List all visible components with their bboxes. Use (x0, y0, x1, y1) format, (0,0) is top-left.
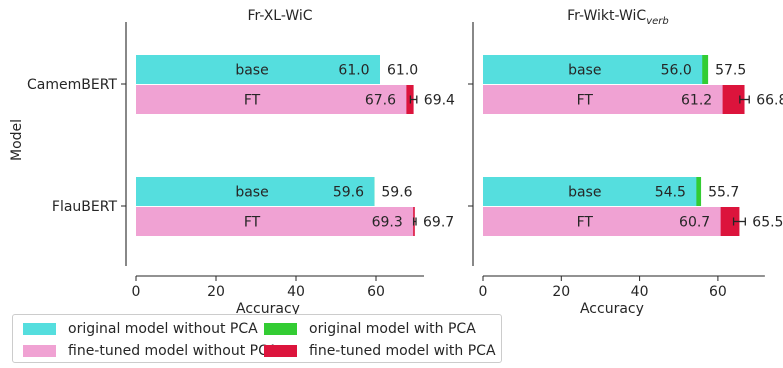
chart-title-text: Fr-Wikt-WiC (567, 8, 646, 24)
bar-value-with-pca: 57.5 (715, 63, 746, 79)
y-axis-label: Model (9, 119, 25, 161)
y-tick-label: CamemBERT (27, 77, 117, 93)
x-tick-label: 20 (207, 284, 225, 300)
bar-series-label: base (568, 185, 601, 201)
bar-value-with-pca: 61.0 (387, 63, 418, 79)
x-axis-label: Accuracy (580, 301, 644, 317)
bar-series-label: FT (577, 215, 594, 231)
chart-panel-fr-xl-wic: Fr-XL-WiC 0 20 40 60 Accuracy CamemBERT FlauBER… (27, 8, 455, 317)
x-tick-label: 20 (552, 284, 570, 300)
bar-value-without-pca: 59.6 (333, 185, 364, 201)
bar-series-label: FT (244, 215, 261, 231)
bar-without-pca (136, 207, 414, 236)
bar-value-without-pca: 54.5 (655, 185, 686, 201)
x-tick-label: 60 (709, 284, 727, 300)
chart-title-text: Fr-XL-WiC (247, 8, 312, 24)
legend-label: fine-tuned model without PCA (68, 343, 278, 359)
bar-value-with-pca: 69.7 (423, 215, 454, 231)
bar-series-label: base (235, 185, 268, 201)
bar-value-with-pca: 65.5 (752, 215, 783, 231)
bar-value-without-pca: 60.7 (679, 215, 710, 231)
bar-without-pca (136, 85, 407, 114)
bar-without-pca (483, 55, 703, 84)
bar-value-without-pca: 61.2 (681, 93, 712, 109)
x-tick-label: 40 (631, 284, 649, 300)
x-tick-label: 40 (287, 284, 305, 300)
y-tick-label: FlauBERT (52, 199, 118, 215)
bar-value-with-pca: 69.4 (424, 93, 455, 109)
bar-value-with-pca: 55.7 (708, 185, 739, 201)
bar-value-without-pca: 56.0 (661, 63, 692, 79)
bar-without-pca (136, 177, 375, 206)
legend-label: original model without PCA (68, 321, 258, 337)
chart-title-subscript: verb (646, 16, 669, 27)
bar-without-pca (483, 177, 697, 206)
x-tick-label: 0 (132, 284, 141, 300)
bar-series-label: FT (244, 93, 261, 109)
chart-title: Fr-XL-WiC (247, 8, 312, 24)
x-axis-label: Accuracy (236, 301, 300, 317)
bar-value-without-pca: 69.3 (372, 215, 403, 231)
bar-value-with-pca: 59.6 (381, 185, 412, 201)
bar-value-without-pca: 67.6 (365, 93, 396, 109)
legend-item-original-without-pca: original model without PCA (23, 321, 258, 337)
x-tick-label: 0 (479, 284, 488, 300)
legend-swatch (23, 345, 56, 357)
legend-item-finetuned-without-pca: fine-tuned model without PCA (23, 343, 277, 359)
bar-series-label: FT (577, 93, 594, 109)
legend-swatch (264, 323, 297, 335)
legend-item-original-with-pca: original model with PCA (264, 321, 476, 337)
legend-label: fine-tuned model with PCA (309, 343, 496, 359)
bar-without-pca (136, 55, 380, 84)
legend-item-finetuned-with-pca: fine-tuned model with PCA (264, 343, 496, 359)
bar-series-label: base (235, 63, 268, 79)
chart-title: Fr-Wikt-WiCverb (567, 8, 669, 27)
chart-panel-fr-wikt-wic: Fr-Wikt-WiCverb 0 20 40 60 Accuracy base 56.0 57… (468, 8, 783, 317)
x-tick-label: 60 (367, 284, 385, 300)
bar-without-pca (483, 207, 721, 236)
legend-label: original model with PCA (309, 321, 476, 337)
bar-value-with-pca: 66.8 (756, 93, 783, 109)
legend-swatch (264, 345, 297, 357)
legend-swatch (23, 323, 56, 335)
bar-series-label: base (568, 63, 601, 79)
bar-without-pca (483, 85, 723, 114)
bar-value-without-pca: 61.0 (338, 63, 369, 79)
legend: original model without PCA fine-tuned mo… (12, 314, 502, 363)
